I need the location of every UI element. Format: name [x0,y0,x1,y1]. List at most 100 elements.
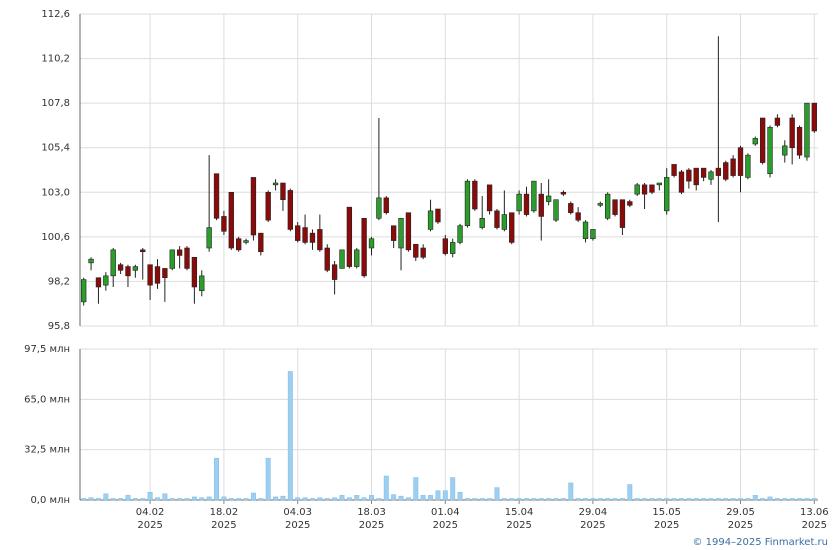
volume-bar [243,498,249,501]
volume-bar [206,496,212,501]
candle-body [162,268,168,279]
candle-body [154,266,161,284]
volume-bar [804,498,810,501]
x-tick-label: 29.04 [579,507,608,518]
volume-bar [575,498,581,501]
volume-bar [339,495,345,501]
volume-bar [568,482,574,501]
candle-body [368,238,375,249]
volume-bar [693,498,699,501]
volume-bar [479,498,485,501]
x-tick-label: 15.05 [652,507,681,518]
candle-body [767,126,773,175]
x-tick-label: 04.02 [136,507,165,518]
candle-body [199,275,205,292]
candle-body [494,210,500,228]
volume-bar [287,371,293,501]
candle-body [804,102,810,158]
volume-bar [605,498,611,501]
volume-bar [597,498,603,501]
volume-bar [701,498,707,501]
candle-body [575,212,581,221]
volume-bar [95,498,101,501]
volume-bar [634,498,640,501]
candle-body [737,147,744,176]
volume-bar [546,498,552,501]
x-tick-year: 2025 [580,520,605,531]
candle-body [774,117,781,126]
candle-body [597,203,603,206]
candle-body [715,167,722,176]
volume-bar [442,490,448,501]
volume-bar [354,495,360,501]
candle-body [398,217,404,249]
candle-body [656,182,662,186]
x-tick-year: 2025 [654,520,679,531]
volume-bar [420,495,426,501]
candle-body [457,225,463,243]
candle-body [568,203,574,214]
x-tick-label: 13.06 [800,507,829,518]
candle-body [796,126,803,156]
candle-body [169,249,175,269]
volume-bar [457,492,463,501]
volume-bar [560,498,566,501]
candle-body [664,177,670,212]
candle-body [759,117,766,163]
candle-body [486,184,493,212]
candle-body [538,193,544,217]
candle-body [545,195,552,202]
candle-body [331,264,338,280]
candle-body [516,193,522,212]
volume-bar [405,497,411,501]
candle-body [782,145,788,156]
volume-bar [361,497,367,501]
volume-bar [450,477,456,501]
candle-body [442,238,448,254]
candle-body [272,182,279,186]
volume-bar [118,498,124,501]
volume-bar [501,498,507,501]
x-tick-year: 2025 [433,520,458,531]
volume-bar [509,498,515,501]
volume-bar [686,498,692,501]
x-tick-label: 29.05 [726,507,755,518]
candle-body [324,247,330,271]
candle-body [730,158,736,176]
candle-body [649,184,655,193]
volume-bar [310,498,315,501]
candle-body [582,221,589,240]
volume-bar [317,497,323,501]
volume-bar [177,498,183,501]
volume-bar [81,498,87,501]
candle-body [700,167,707,178]
y-tick-label: 112,6 [41,9,70,20]
candle-body [479,217,485,228]
volume-bar [265,457,271,501]
volume-bar [774,498,780,501]
candle-body [472,180,478,210]
candle-body [236,238,242,251]
volume-bar [642,498,648,501]
x-tick-year: 2025 [285,520,310,531]
candle-body [184,247,190,269]
volume-bar [619,498,625,501]
volume-bar [258,498,264,501]
volume-bar [324,498,330,501]
y-tick-label: 95,8 [48,321,70,332]
candle-body [191,256,198,288]
volume-bar [376,498,382,501]
candle-body [110,249,116,277]
volume-bar [88,497,94,501]
volume-bar [752,495,758,501]
volume-bar [236,498,242,501]
volume-bar [346,497,352,501]
volume-bar [797,498,803,501]
candle-body [531,180,537,212]
candle-body [501,214,508,230]
volume-bar [590,498,596,501]
candle-body [612,199,618,215]
candle-body [317,229,323,251]
volume-bar [221,496,227,501]
credit: © 1994–2025 Finmarket.ru [692,537,828,548]
